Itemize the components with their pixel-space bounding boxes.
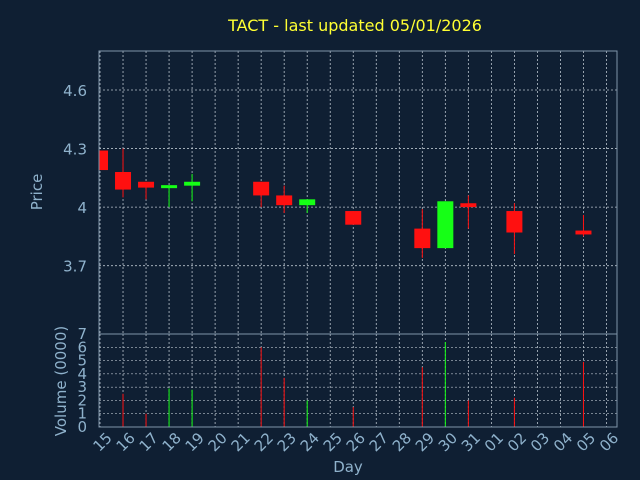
candle-body bbox=[184, 181, 201, 186]
candle-body bbox=[575, 230, 592, 235]
candle-body bbox=[414, 228, 431, 249]
candle-body bbox=[299, 199, 316, 206]
volume-tick-label: 1 bbox=[77, 405, 87, 423]
volume-tick-label: 2 bbox=[77, 391, 87, 409]
volume-tick-label: 6 bbox=[77, 338, 87, 356]
candle-body bbox=[345, 211, 362, 225]
volume-axis-label: Volume (0000) bbox=[52, 326, 70, 436]
price-tick-label: 4 bbox=[77, 199, 87, 217]
volume-tick-label: 3 bbox=[77, 378, 87, 396]
candle-body bbox=[138, 181, 155, 188]
volume-tick-label: 5 bbox=[77, 352, 87, 370]
day-tick-labels: 1516171819202122232425262728293031010203… bbox=[90, 429, 623, 455]
price-tick-label: 4.3 bbox=[63, 141, 87, 159]
price-candles bbox=[99, 148, 592, 258]
candle-body bbox=[115, 172, 132, 190]
volume-bars bbox=[122, 341, 584, 427]
candle-body bbox=[437, 201, 454, 249]
volume-tick-label: 7 bbox=[77, 325, 87, 343]
candle-body bbox=[276, 195, 293, 206]
volume-tick-label: 0 bbox=[77, 418, 87, 436]
volume-panel-frame bbox=[98, 333, 618, 428]
candle-body bbox=[460, 203, 477, 208]
candle-body bbox=[99, 150, 108, 171]
volume-tick-label: 4 bbox=[77, 365, 87, 383]
candle-body bbox=[161, 185, 178, 189]
price-tick-label: 4.6 bbox=[63, 82, 87, 100]
x-axis-label: Day bbox=[333, 458, 363, 476]
chart-title: TACT - last updated 05/01/2026 bbox=[227, 16, 482, 35]
price-axis-label: Price bbox=[28, 174, 46, 211]
candle-body bbox=[253, 181, 270, 196]
price-tick-label: 3.7 bbox=[63, 258, 87, 276]
price-tick-labels: 4.6 4.3 4 3.7 bbox=[63, 82, 87, 276]
candle-body bbox=[506, 211, 523, 233]
